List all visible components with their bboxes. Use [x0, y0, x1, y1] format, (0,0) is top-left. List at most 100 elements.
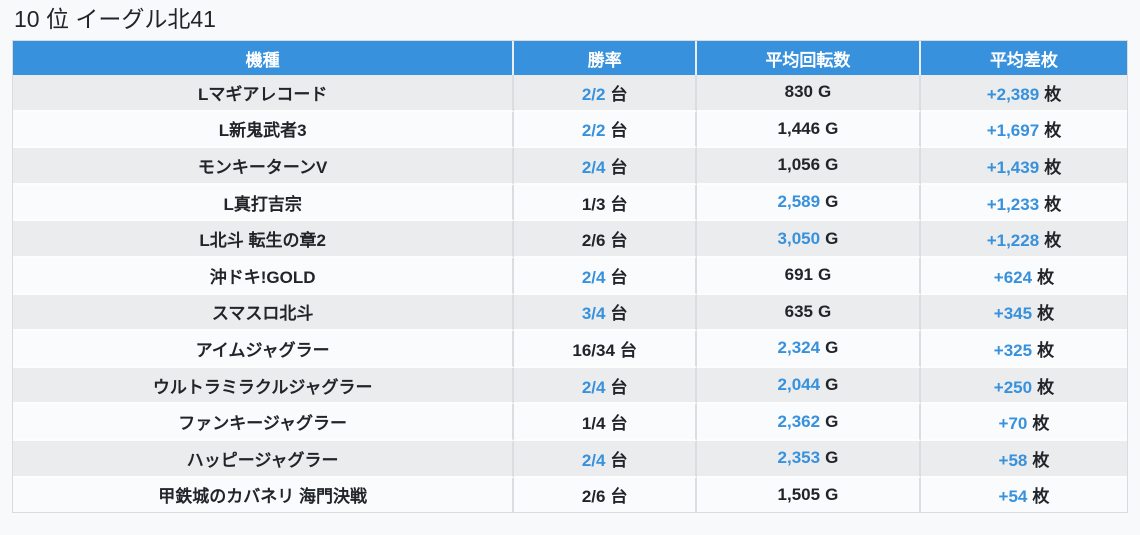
win-rate-cell: 2/6 台: [514, 221, 697, 258]
machine-name: L新鬼武者3: [218, 121, 307, 141]
avg-spins-value: 1,056: [777, 155, 821, 175]
avg-spins-cell: 1,505 G: [697, 477, 921, 513]
avg-diff-value: +250: [993, 377, 1033, 397]
win-rate-value: 3/4: [581, 304, 606, 324]
avg-spins-unit: G: [825, 448, 839, 468]
avg-diff-unit: 枚: [1037, 340, 1055, 360]
avg-diff-unit: 枚: [1032, 414, 1050, 434]
avg-spins-unit: G: [818, 265, 832, 285]
machine-cell: ウルトラミラクルジャグラー: [13, 367, 515, 405]
machine-cell: Lマギアレコード: [13, 75, 515, 112]
win-rate-value: 2/4: [581, 157, 606, 177]
avg-diff-cell: +70 枚: [920, 404, 1127, 441]
avg-spins-unit: G: [818, 82, 832, 102]
win-rate-cell: 2/4 台: [514, 257, 697, 295]
avg-spins-value: 2,044: [777, 375, 821, 395]
machine-name: Lマギアレコード: [197, 84, 328, 104]
win-rate-cell: 2/4 台: [514, 148, 697, 185]
table-row: 甲鉄城のカバネリ 海門決戦 2/6 台 1,505 G +54 枚: [13, 477, 1127, 513]
avg-diff-unit: 枚: [1037, 304, 1055, 324]
avg-spins-cell: 2,362 G: [696, 404, 921, 441]
avg-spins-value: 2,362: [777, 411, 821, 431]
avg-spins-cell: 830 G: [696, 75, 921, 112]
win-rate-cell: 16/34 台: [514, 331, 697, 368]
avg-diff-value: +1,439: [986, 157, 1040, 177]
table-row: ハッピージャグラー 2/4 台 2,353 G +58 枚: [13, 440, 1127, 478]
machine-cell: アイムジャグラー: [13, 331, 515, 368]
win-rate-value: 2/6: [581, 231, 606, 251]
avg-spins-value: 691: [784, 265, 813, 285]
win-rate-unit: 台: [610, 84, 628, 104]
avg-diff-cell: +325 枚: [920, 331, 1127, 368]
win-rate-unit: 台: [610, 121, 628, 141]
avg-spins-value: 1,446: [777, 118, 821, 138]
avg-spins-unit: G: [818, 301, 832, 321]
avg-spins-unit: G: [825, 338, 839, 358]
avg-diff-cell: +2,389 枚: [920, 75, 1127, 112]
avg-spins-cell: 2,324 G: [696, 331, 921, 368]
avg-spins-value: 2,324: [777, 338, 821, 358]
avg-spins-value: 3,050: [777, 228, 821, 248]
avg-diff-value: +2,389: [986, 84, 1040, 104]
win-rate-unit: 台: [610, 450, 628, 470]
avg-diff-value: +1,233: [986, 194, 1040, 214]
avg-diff-cell: +1,439 枚: [920, 148, 1127, 185]
avg-spins-value: 635: [784, 301, 813, 321]
win-rate-cell: 1/3 台: [514, 184, 697, 222]
avg-spins-cell: 1,446 G: [696, 111, 921, 149]
avg-spins-unit: G: [825, 192, 839, 212]
avg-diff-unit: 枚: [1044, 121, 1062, 141]
win-rate-unit: 台: [619, 340, 637, 360]
avg-spins-unit: G: [825, 484, 839, 504]
avg-spins-cell: 1,056 G: [696, 148, 921, 185]
table-row: L北斗 転生の章2 2/6 台 3,050 G +1,228 枚: [13, 221, 1127, 258]
win-rate-unit: 台: [610, 194, 628, 214]
avg-diff-unit: 枚: [1044, 84, 1062, 104]
avg-spins-value: 830: [784, 82, 813, 102]
machine-name: 甲鉄城のカバネリ 海門決戦: [158, 487, 368, 507]
avg-diff-unit: 枚: [1044, 157, 1062, 177]
column-header-avg-diff: 平均差枚: [920, 41, 1127, 75]
avg-diff-value: +1,228: [986, 231, 1040, 251]
machine-name: L真打吉宗: [223, 194, 302, 214]
machine-cell: スマスロ北斗: [13, 294, 515, 332]
win-rate-value: 2/6: [581, 487, 606, 507]
avg-diff-value: +70: [998, 414, 1028, 434]
avg-diff-unit: 枚: [1044, 194, 1062, 214]
avg-diff-cell: +1,697 枚: [920, 112, 1127, 149]
win-rate-cell: 2/2 台: [514, 111, 697, 149]
win-rate-value: 1/3: [581, 194, 606, 214]
win-rate-value: 16/34: [572, 340, 615, 360]
machine-name: L北斗 転生の章2: [199, 231, 326, 251]
win-rate-value: 2/4: [581, 377, 606, 397]
avg-diff-value: +54: [998, 487, 1028, 507]
machine-cell: ファンキージャグラー: [13, 404, 515, 441]
table-row: モンキーターンV 2/4 台 1,056 G +1,439 枚: [13, 148, 1127, 185]
win-rate-value: 2/4: [581, 450, 606, 470]
avg-spins-value: 2,353: [777, 448, 821, 468]
table-row: Lマギアレコード 2/2 台 830 G +2,389 枚: [13, 75, 1127, 112]
win-rate-unit: 台: [610, 157, 628, 177]
machine-name: ファンキージャグラー: [178, 414, 348, 434]
machine-name: 沖ドキ!GOLD: [209, 267, 316, 287]
avg-diff-unit: 枚: [1044, 231, 1062, 251]
win-rate-cell: 1/4 台: [514, 404, 697, 441]
machine-name: ハッピージャグラー: [186, 450, 339, 470]
avg-diff-value: +345: [993, 304, 1033, 324]
win-rate-unit: 台: [610, 304, 628, 324]
avg-spins-value: 2,589: [777, 192, 821, 212]
avg-diff-value: +58: [998, 450, 1028, 470]
win-rate-value: 2/2: [581, 84, 606, 104]
avg-diff-unit: 枚: [1032, 487, 1050, 507]
win-rate-value: 2/4: [581, 267, 606, 287]
avg-spins-unit: G: [825, 375, 839, 395]
avg-diff-value: +624: [993, 267, 1033, 287]
win-rate-unit: 台: [610, 231, 628, 251]
column-header-machine: 機種: [13, 41, 515, 75]
avg-diff-unit: 枚: [1037, 267, 1055, 287]
avg-spins-cell: 2,353 G: [696, 440, 921, 478]
win-rate-cell: 2/2 台: [514, 75, 697, 112]
avg-spins-unit: G: [825, 155, 839, 175]
table-row: 沖ドキ!GOLD 2/4 台 691 G +624 枚: [13, 257, 1127, 295]
table-row: ウルトラミラクルジャグラー 2/4 台 2,044 G +250 枚: [13, 367, 1127, 405]
